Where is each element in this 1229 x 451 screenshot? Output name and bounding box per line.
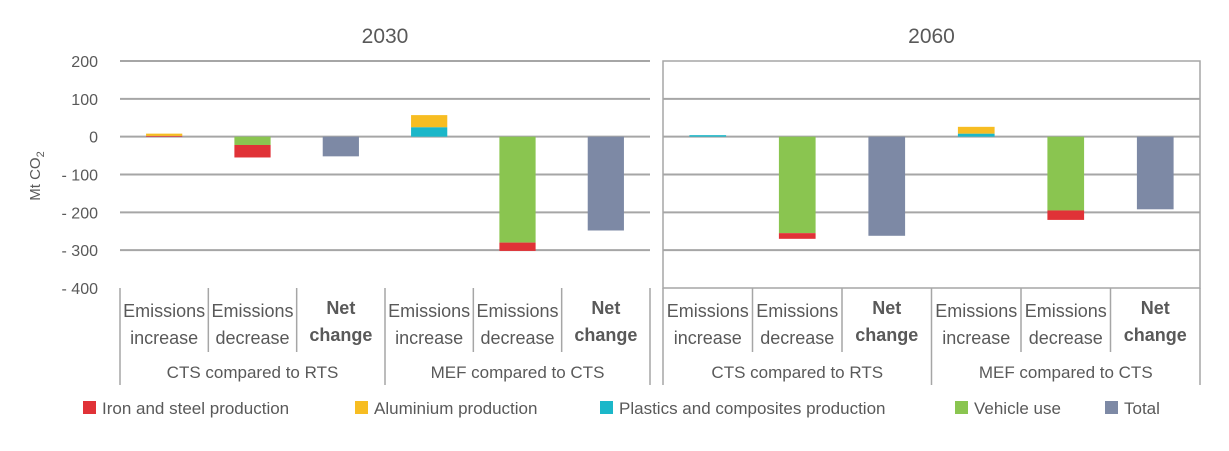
category-label-line1: Emissions <box>123 301 205 321</box>
y-tick-label: 200 <box>71 54 98 71</box>
group-label: CTS compared to RTS <box>167 363 339 382</box>
group-label: CTS compared to RTS <box>711 363 883 382</box>
panel-title: 2060 <box>908 25 955 48</box>
category-label-line2: decrease <box>215 328 289 348</box>
y-tick-label: - 100 <box>62 168 99 185</box>
bar-segment-vehicle <box>1047 136 1085 211</box>
category-label-line2: increase <box>942 328 1010 348</box>
category-label-line1: Emissions <box>667 301 749 321</box>
y-tick-label: - 400 <box>62 281 99 298</box>
category-label-line2: increase <box>674 328 742 348</box>
legend-label-plastics: Plastics and composites production <box>619 399 885 418</box>
category-label-line2: change <box>309 325 372 345</box>
category-label-line1: Net <box>326 298 355 318</box>
bar-segment-vehicle <box>778 136 816 234</box>
category-label-line2: increase <box>130 328 198 348</box>
group-label: MEF compared to CTS <box>979 363 1153 382</box>
category-label-line2: decrease <box>760 328 834 348</box>
bar-segment-plastics <box>689 135 727 137</box>
legend-label-total: Total <box>1124 399 1160 418</box>
category-label-line1: Emissions <box>935 301 1017 321</box>
legend-label-vehicle: Vehicle use <box>974 399 1061 418</box>
bar-segment-plastics <box>957 133 995 137</box>
legend-label-aluminium: Aluminium production <box>374 399 537 418</box>
y-tick-label: 100 <box>71 92 98 109</box>
y-tick-label: - 300 <box>62 243 99 260</box>
category-label-line2: change <box>1124 325 1187 345</box>
category-label-line2: change <box>574 325 637 345</box>
legend-swatch-total <box>1105 401 1118 414</box>
category-label-line2: increase <box>395 328 463 348</box>
bar-segment-vehicle <box>234 136 271 145</box>
bar-segment-total <box>1136 136 1174 210</box>
category-label-line1: Emissions <box>211 301 293 321</box>
category-label-line1: Emissions <box>388 301 470 321</box>
category-label-line1: Net <box>591 298 620 318</box>
category-label-line1: Emissions <box>1025 301 1107 321</box>
bar-segment-iron <box>1047 210 1085 220</box>
legend-swatch-vehicle <box>955 401 968 414</box>
bar-segment-vehicle <box>499 136 536 243</box>
category-label-line2: change <box>855 325 918 345</box>
bar-segment-total <box>868 136 906 236</box>
legend-swatch-iron <box>83 401 96 414</box>
bar-segment-plastics <box>411 127 448 137</box>
legend-swatch-plastics <box>600 401 613 414</box>
bar-segment-aluminium <box>411 115 448 128</box>
bar-segment-iron <box>778 233 816 239</box>
bar-segment-iron <box>499 242 536 251</box>
category-label-line2: decrease <box>1029 328 1103 348</box>
y-tick-label: - 200 <box>62 205 99 222</box>
bar-segment-total <box>587 136 624 231</box>
category-label-line1: Net <box>1141 298 1170 318</box>
category-label-line1: Emissions <box>756 301 838 321</box>
y-axis-label: Mt CO2 <box>27 151 47 200</box>
legend-label-iron: Iron and steel production <box>102 399 289 418</box>
category-label-line1: Emissions <box>476 301 558 321</box>
category-label-line1: Net <box>872 298 901 318</box>
bar-segment-iron <box>234 144 271 158</box>
legend-swatch-aluminium <box>355 401 368 414</box>
bar-segment-total <box>322 136 359 157</box>
category-label-line2: decrease <box>480 328 554 348</box>
bar-segment-iron <box>146 135 183 137</box>
group-label: MEF compared to CTS <box>431 363 605 382</box>
bar-segment-aluminium <box>146 133 183 136</box>
y-tick-label: 0 <box>89 130 98 147</box>
bar-segment-aluminium <box>957 126 995 134</box>
panel-title: 2030 <box>362 25 409 48</box>
